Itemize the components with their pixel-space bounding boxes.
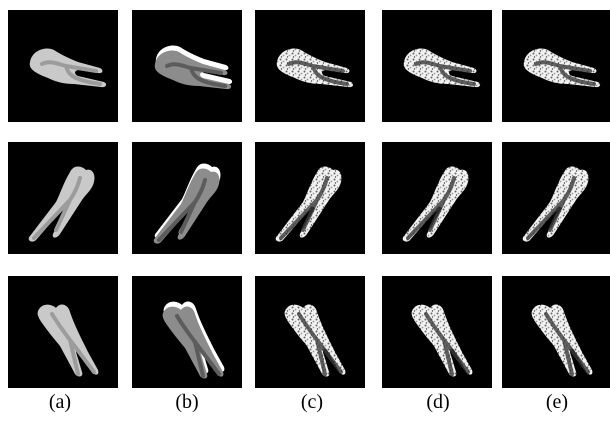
image-panel (132, 276, 242, 388)
panel-label: (d) (426, 391, 449, 413)
image-panel (382, 276, 492, 388)
image-panel (502, 10, 610, 122)
image-panel (8, 276, 118, 388)
figure: (a) (b) (c) (d) (e) (0, 0, 610, 419)
image-panel (8, 10, 118, 122)
image-panel (255, 142, 365, 254)
image-panel (502, 276, 610, 388)
page: html, body { margin: 0; padding: 0; back… (0, 0, 610, 419)
panel-label: (b) (175, 391, 198, 413)
image-panel (132, 142, 242, 254)
body: {"figure": {"panel_labels": ["(a)", "(b)… (0, 0, 610, 419)
image-panel (382, 10, 492, 122)
image-panel (255, 10, 365, 122)
image-panel (255, 276, 365, 388)
panel-label: (a) (49, 391, 71, 413)
image-panel (8, 142, 118, 254)
panel-label: (e) (546, 391, 568, 413)
image-panel (132, 10, 242, 122)
image-panel (382, 142, 492, 254)
image-panel (502, 142, 610, 254)
panel-label: (c) (301, 391, 323, 413)
